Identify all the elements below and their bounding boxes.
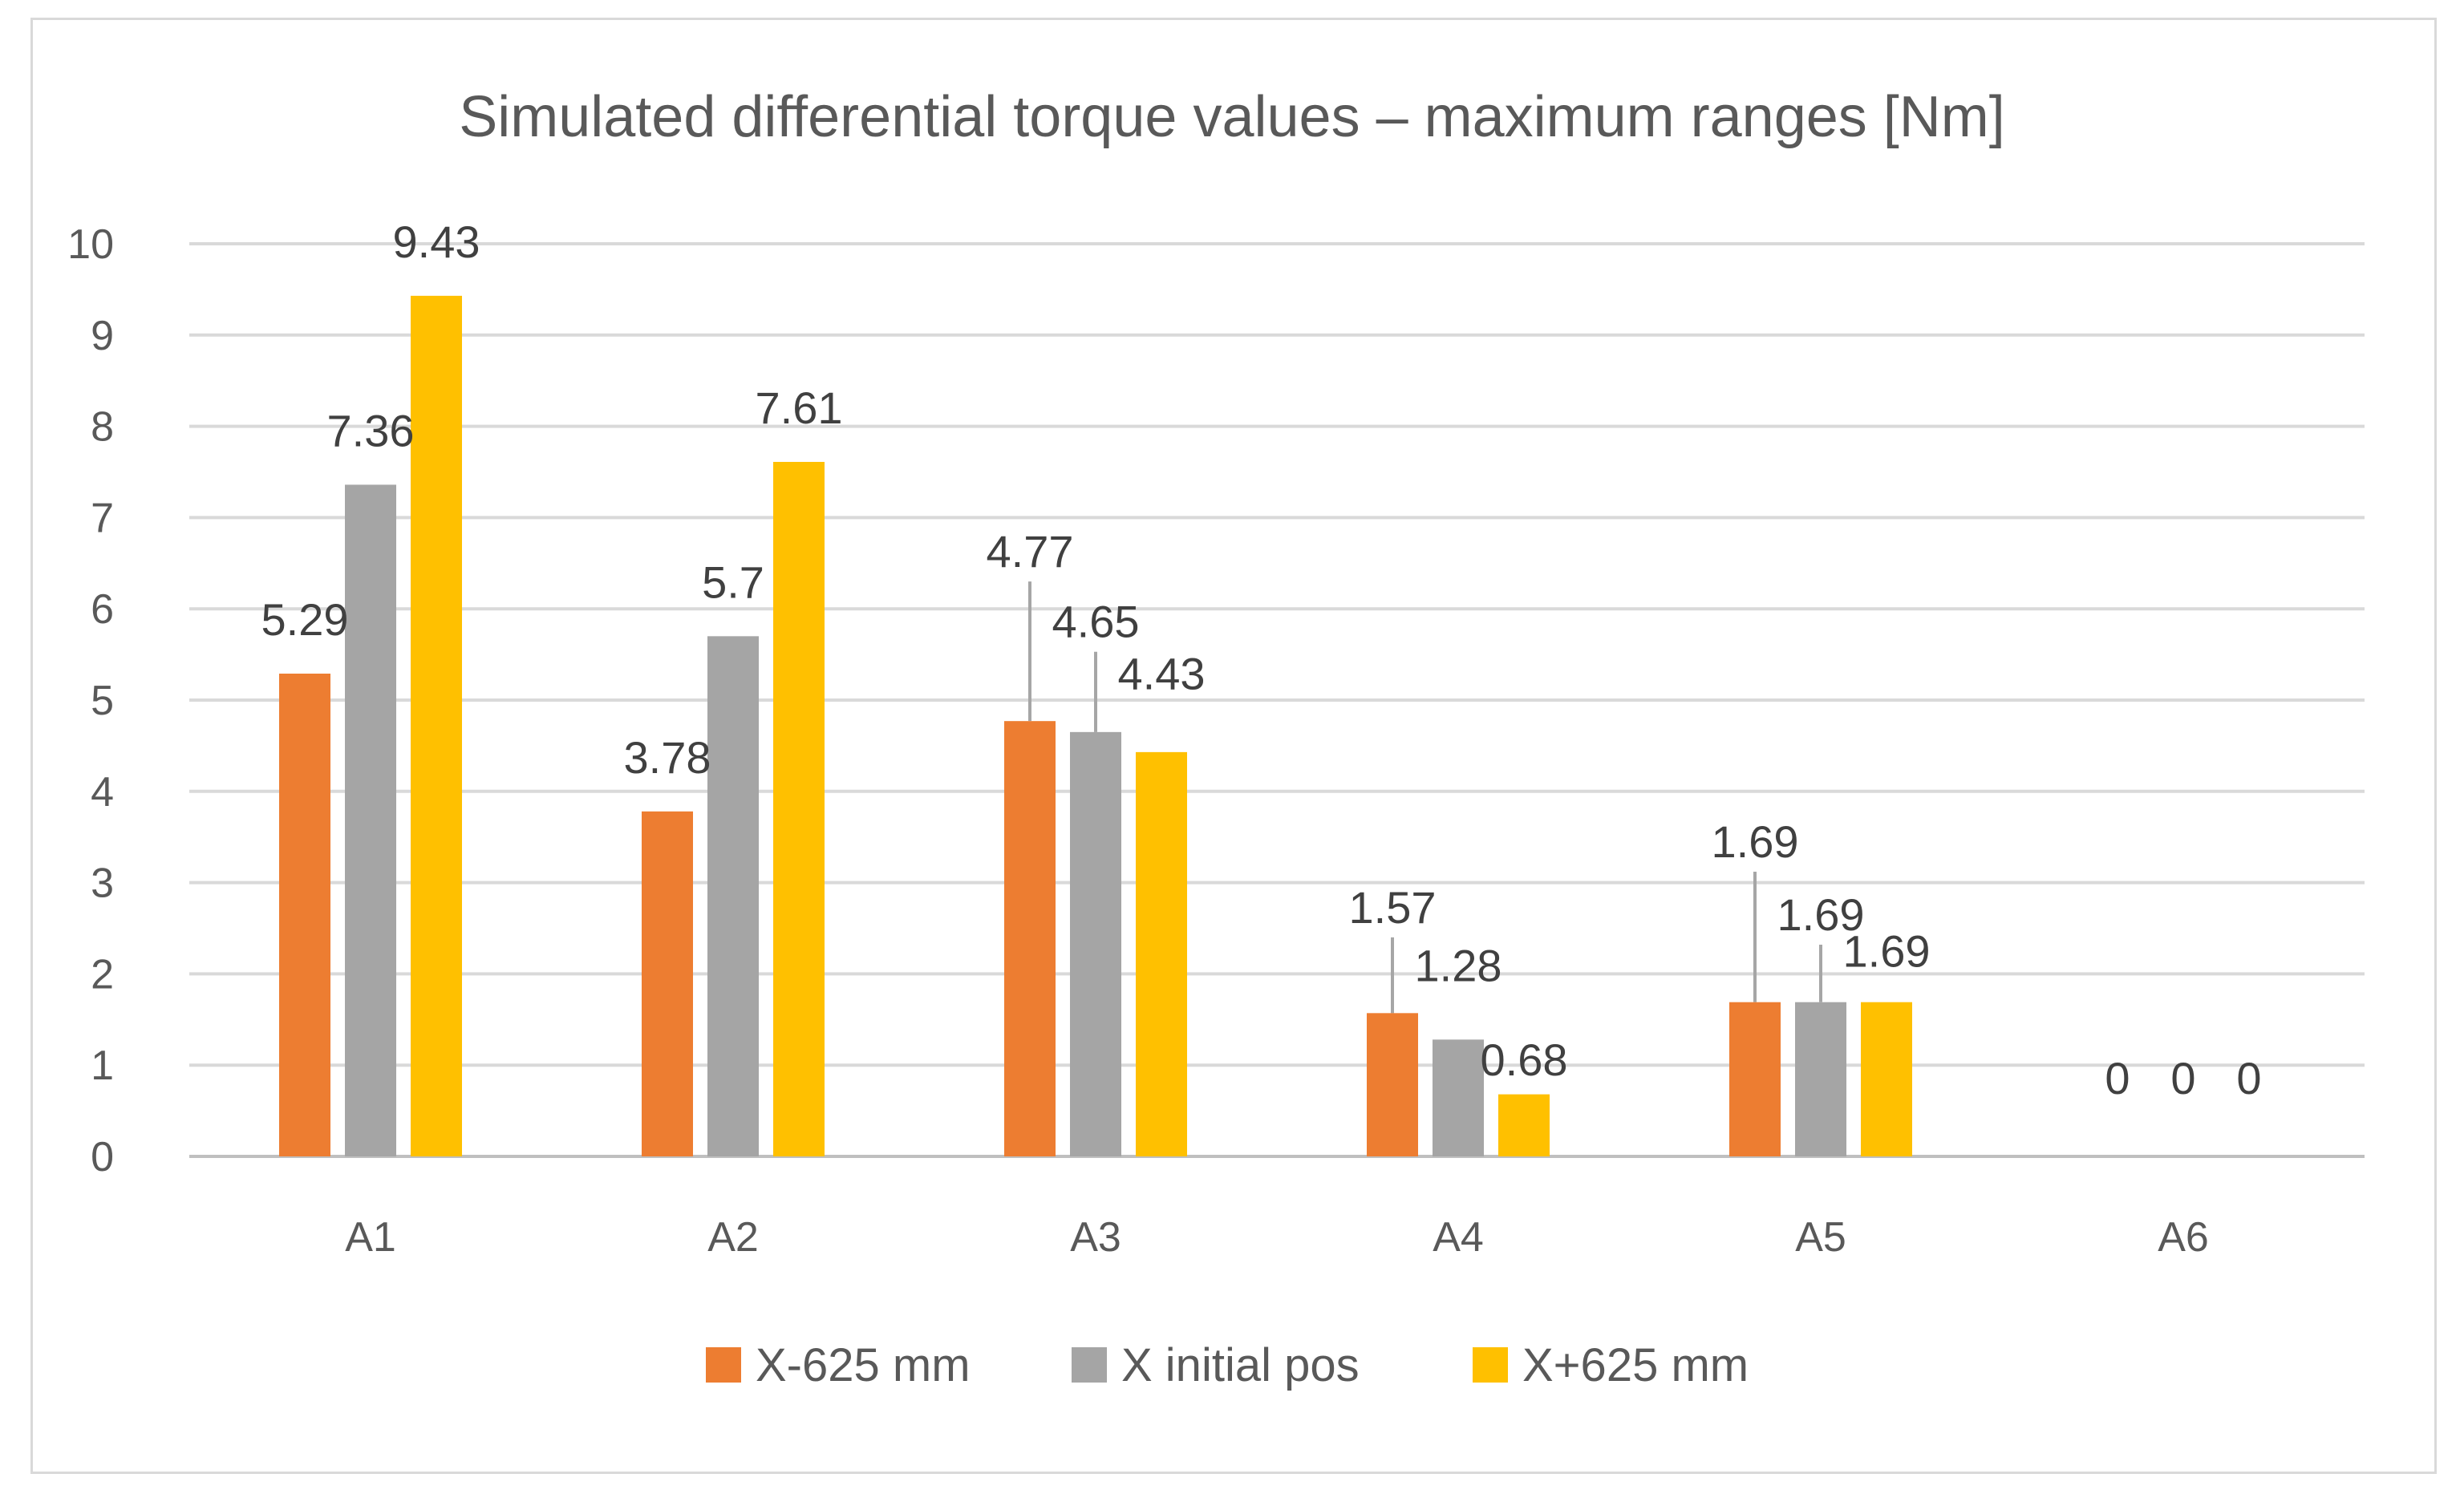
data-label: 1.57: [1349, 882, 1437, 933]
y-tick-label: 10: [67, 221, 114, 268]
data-label: 1.28: [1415, 941, 1502, 991]
data-label: 0: [2236, 1053, 2261, 1103]
x-tick-label: A1: [345, 1214, 396, 1261]
bars: [279, 295, 1912, 1157]
x-tick-label: A3: [1070, 1214, 1121, 1261]
data-label: 0: [2105, 1053, 2130, 1103]
y-tick-label: 2: [91, 951, 114, 998]
data-label: 4.65: [1052, 597, 1140, 647]
data-label: 0: [2170, 1053, 2195, 1103]
x-tick-label: A6: [2158, 1214, 2209, 1261]
bar: [1498, 1094, 1550, 1156]
x-tick-label: A2: [707, 1214, 759, 1261]
y-tick-label: 0: [91, 1134, 114, 1180]
y-tick-label: 4: [91, 769, 114, 816]
legend-label: X+625 mm: [1522, 1339, 1749, 1391]
gridlines: [189, 242, 2365, 1158]
legend-swatch: [1473, 1347, 1508, 1383]
y-tick-label: 3: [91, 860, 114, 907]
y-tick-label: 5: [91, 678, 114, 724]
bar: [707, 636, 759, 1156]
bar: [1367, 1013, 1418, 1156]
bar: [279, 673, 330, 1156]
x-tick-label: A5: [1795, 1214, 1846, 1261]
legend-swatch: [1072, 1347, 1107, 1383]
data-label: 1.69: [1777, 889, 1865, 940]
bar: [345, 484, 396, 1156]
y-tick-label: 9: [91, 313, 114, 359]
legend: X-625 mm X initial pos X+625 mm: [706, 1339, 1749, 1391]
bar: [1004, 721, 1056, 1156]
bar: [1861, 1002, 1912, 1156]
data-label: 9.43: [393, 217, 480, 267]
legend-swatch: [706, 1347, 741, 1383]
bar: [642, 811, 693, 1156]
bar: [411, 295, 462, 1157]
bar: [1433, 1039, 1484, 1156]
data-label: 7.36: [327, 405, 415, 456]
bar: [1729, 1002, 1781, 1156]
y-tick-label: 1: [91, 1043, 114, 1089]
data-label: 4.43: [1118, 649, 1206, 699]
chart-title: Simulated differential torque values – m…: [459, 85, 2005, 149]
data-label: 1.69: [1712, 816, 1799, 867]
data-label: 5.29: [261, 594, 349, 645]
bar: [773, 461, 825, 1156]
x-axis-categories: A1 A2 A3 A4 A5 A6: [345, 1214, 2209, 1261]
label-leader-lines: [1028, 581, 1822, 1014]
x-tick-label: A4: [1433, 1214, 1484, 1261]
bar: [1136, 751, 1187, 1156]
y-tick-label: 8: [91, 404, 114, 451]
data-label: 1.69: [1843, 926, 1931, 977]
legend-label: X initial pos: [1121, 1339, 1360, 1391]
data-label: 4.77: [987, 526, 1074, 577]
y-axis-ticks: 0 1 2 3 4 5 6 7 8 9 10: [67, 221, 114, 1180]
data-label: 5.7: [702, 557, 764, 607]
data-label: 3.78: [624, 732, 711, 783]
data-label: 0.68: [1481, 1034, 1568, 1085]
bar: [1070, 731, 1121, 1156]
data-label: 7.61: [756, 383, 843, 433]
data-labels: 5.29 7.36 9.43 3.78 5.7 7.61 4.77 4.654.43 1.57 1…: [261, 217, 2262, 1103]
bar: [1795, 1002, 1846, 1156]
y-tick-label: 6: [91, 586, 114, 633]
legend-label: X-625 mm: [756, 1339, 971, 1391]
y-tick-label: 7: [91, 495, 114, 541]
